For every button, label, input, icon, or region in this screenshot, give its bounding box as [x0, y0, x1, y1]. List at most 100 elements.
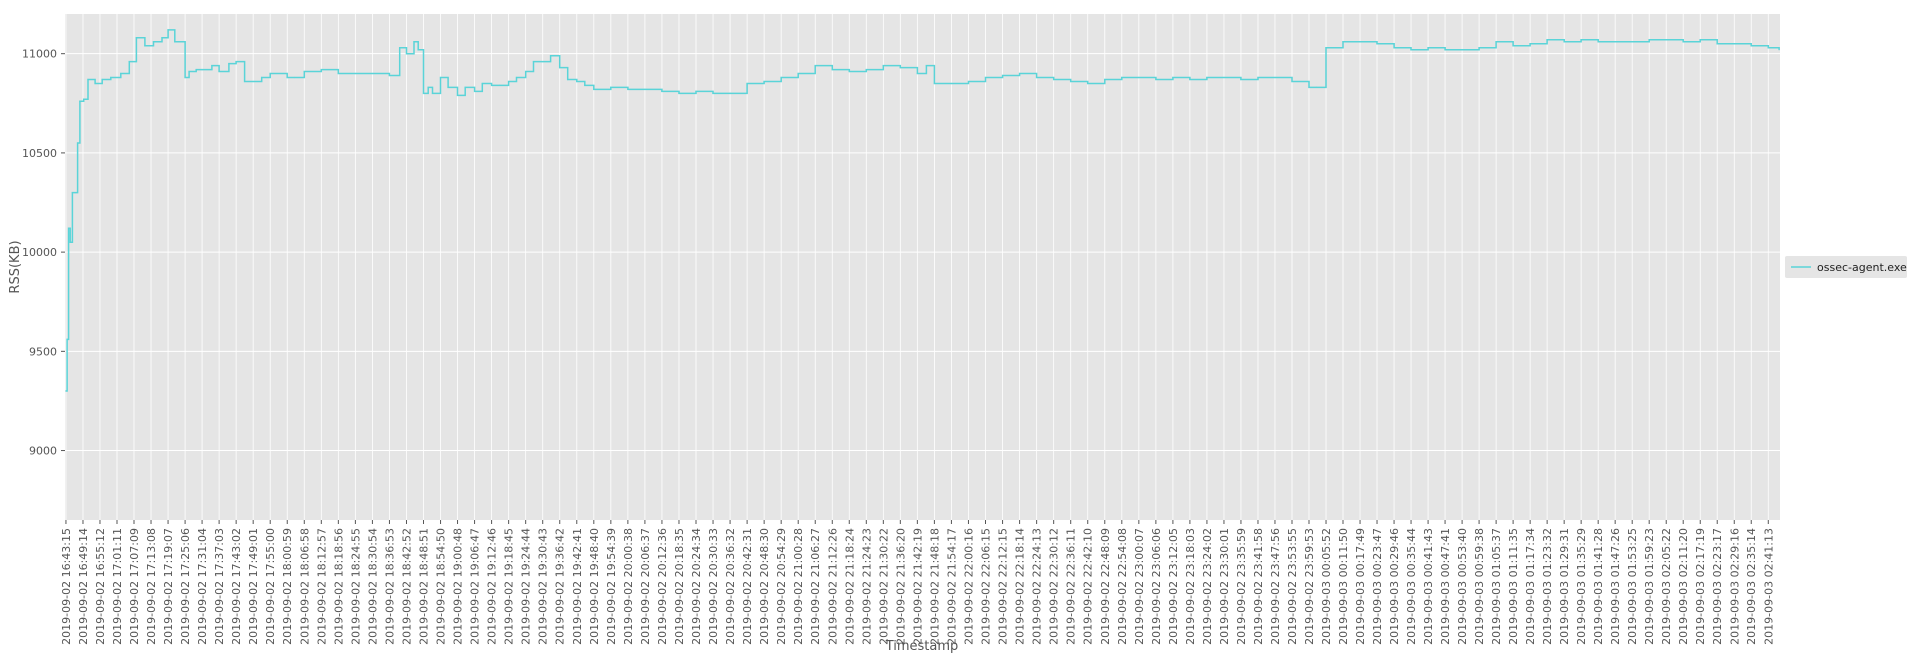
- data-point: [1087, 82, 1089, 85]
- data-point: [388, 74, 390, 77]
- data-point: [729, 92, 731, 94]
- legend-label: ossec-agent.exe: [1817, 261, 1907, 274]
- x-tick-label: 2019-09-02 19:24:44: [520, 528, 533, 645]
- series-layer: [65, 29, 1780, 392]
- x-tick-label: 2019-09-02 22:36:11: [1065, 528, 1078, 645]
- data-point: [184, 76, 186, 79]
- x-tick-label: 2019-09-03 00:05:52: [1320, 528, 1333, 645]
- x-tick-label: 2019-09-03 01:59:23: [1643, 528, 1656, 645]
- data-point: [1750, 45, 1752, 47]
- x-tick-label: 2019-09-03 01:47:26: [1609, 528, 1622, 645]
- data-point: [1155, 78, 1157, 81]
- x-tick-label: 2019-09-02 17:19:07: [162, 528, 175, 645]
- data-point: [542, 61, 544, 63]
- x-tick-label: 2019-09-03 00:53:40: [1456, 528, 1469, 645]
- x-tick-label: 2019-09-02 21:12:26: [826, 528, 839, 645]
- data-point: [661, 90, 663, 92]
- data-point: [161, 37, 163, 39]
- data-point: [422, 92, 425, 94]
- data-point: [371, 72, 373, 75]
- x-tick-label: 2019-09-03 01:17:34: [1524, 528, 1537, 645]
- data-point: [188, 70, 190, 73]
- data-point: [1121, 76, 1123, 79]
- data-point: [1291, 80, 1293, 83]
- x-tick-label: 2019-09-03 01:11:35: [1507, 528, 1520, 645]
- x-tick-label: 2019-09-02 20:24:34: [690, 528, 703, 645]
- x-tick-label: 2019-09-02 22:12:15: [997, 528, 1010, 645]
- data-point: [1546, 39, 1548, 41]
- legend-box: [1785, 256, 1907, 278]
- data-point: [120, 72, 122, 75]
- x-tick-label: 2019-09-02 21:00:28: [792, 528, 805, 645]
- data-point: [814, 65, 816, 67]
- data-point: [286, 76, 288, 79]
- data-point: [1104, 78, 1106, 81]
- data-point: [712, 92, 714, 94]
- data-point: [644, 88, 646, 90]
- x-tick-label: 2019-09-02 22:42:10: [1082, 528, 1095, 645]
- x-tick-label: 2019-09-02 21:54:17: [945, 528, 958, 645]
- x-tick-label: 2019-09-02 16:49:14: [77, 528, 90, 645]
- data-point: [354, 72, 356, 75]
- x-tick-label: 2019-09-03 01:41:28: [1592, 528, 1605, 645]
- data-point: [559, 67, 561, 69]
- data-point: [1699, 39, 1701, 41]
- data-point: [1342, 41, 1344, 43]
- data-point: [68, 227, 70, 229]
- data-point: [950, 82, 953, 85]
- data-point: [1376, 43, 1378, 45]
- data-point: [337, 72, 339, 75]
- x-tick-label: 2019-09-02 23:06:06: [1150, 528, 1163, 645]
- x-tick-label: 2019-09-02 23:41:58: [1252, 528, 1265, 645]
- data-point: [576, 80, 578, 83]
- data-point: [399, 47, 401, 49]
- data-point: [447, 86, 449, 88]
- x-tick-label: 2019-09-02 21:24:23: [860, 528, 873, 645]
- data-point: [746, 82, 748, 85]
- x-tick-label: 2019-09-03 01:53:25: [1626, 528, 1639, 645]
- grid: [65, 14, 1780, 520]
- data-point: [1053, 78, 1055, 81]
- y-tick-label: 9000: [29, 445, 57, 458]
- x-tick-label: 2019-09-02 23:12:05: [1167, 528, 1180, 645]
- x-tick-label: 2019-09-02 21:30:22: [877, 528, 890, 645]
- data-point: [427, 86, 429, 88]
- data-point: [320, 69, 322, 71]
- x-tick-label: 2019-09-02 17:49:01: [247, 528, 260, 645]
- data-point: [474, 90, 476, 92]
- x-tick-label: 2019-09-02 20:00:38: [622, 528, 635, 645]
- data-point: [1257, 76, 1259, 79]
- x-tick-label: 2019-09-02 23:59:53: [1303, 528, 1316, 645]
- x-tick-label: 2019-09-03 00:23:47: [1371, 528, 1384, 645]
- data-point: [261, 76, 263, 79]
- x-tick-label: 2019-09-02 19:36:42: [554, 528, 567, 645]
- data-point: [498, 84, 500, 86]
- data-point: [456, 94, 459, 96]
- data-point: [252, 80, 254, 83]
- x-tick-label: 2019-09-02 17:55:00: [264, 528, 277, 645]
- x-tick-label: 2019-09-02 20:54:29: [775, 528, 788, 645]
- data-point: [65, 390, 67, 392]
- x-tick-label: 2019-09-02 18:00:59: [281, 528, 294, 645]
- data-point: [1682, 41, 1684, 43]
- x-tick-label: 2019-09-02 23:53:55: [1286, 528, 1299, 645]
- y-tick-label: 10000: [22, 246, 57, 259]
- x-tick-label: 2019-09-03 01:29:31: [1558, 528, 1571, 645]
- x-tick-label: 2019-09-02 18:42:52: [400, 528, 413, 645]
- data-point: [1665, 39, 1667, 41]
- data-point: [1767, 47, 1769, 49]
- data-point: [899, 67, 901, 69]
- x-tick-label: 2019-09-02 20:48:30: [758, 528, 771, 645]
- x-tick-label: 2019-09-02 21:36:20: [894, 528, 907, 645]
- data-point: [627, 88, 629, 90]
- data-point: [244, 80, 246, 83]
- x-tick-label: 2019-09-02 22:30:12: [1048, 528, 1061, 645]
- x-tick-label: 2019-09-02 18:48:51: [418, 528, 431, 645]
- data-point: [71, 192, 73, 194]
- data-point: [417, 49, 419, 51]
- x-tick-label: 2019-09-02 17:37:03: [213, 528, 226, 645]
- data-point: [101, 78, 103, 81]
- data-point: [269, 72, 271, 75]
- data-point: [1189, 78, 1191, 81]
